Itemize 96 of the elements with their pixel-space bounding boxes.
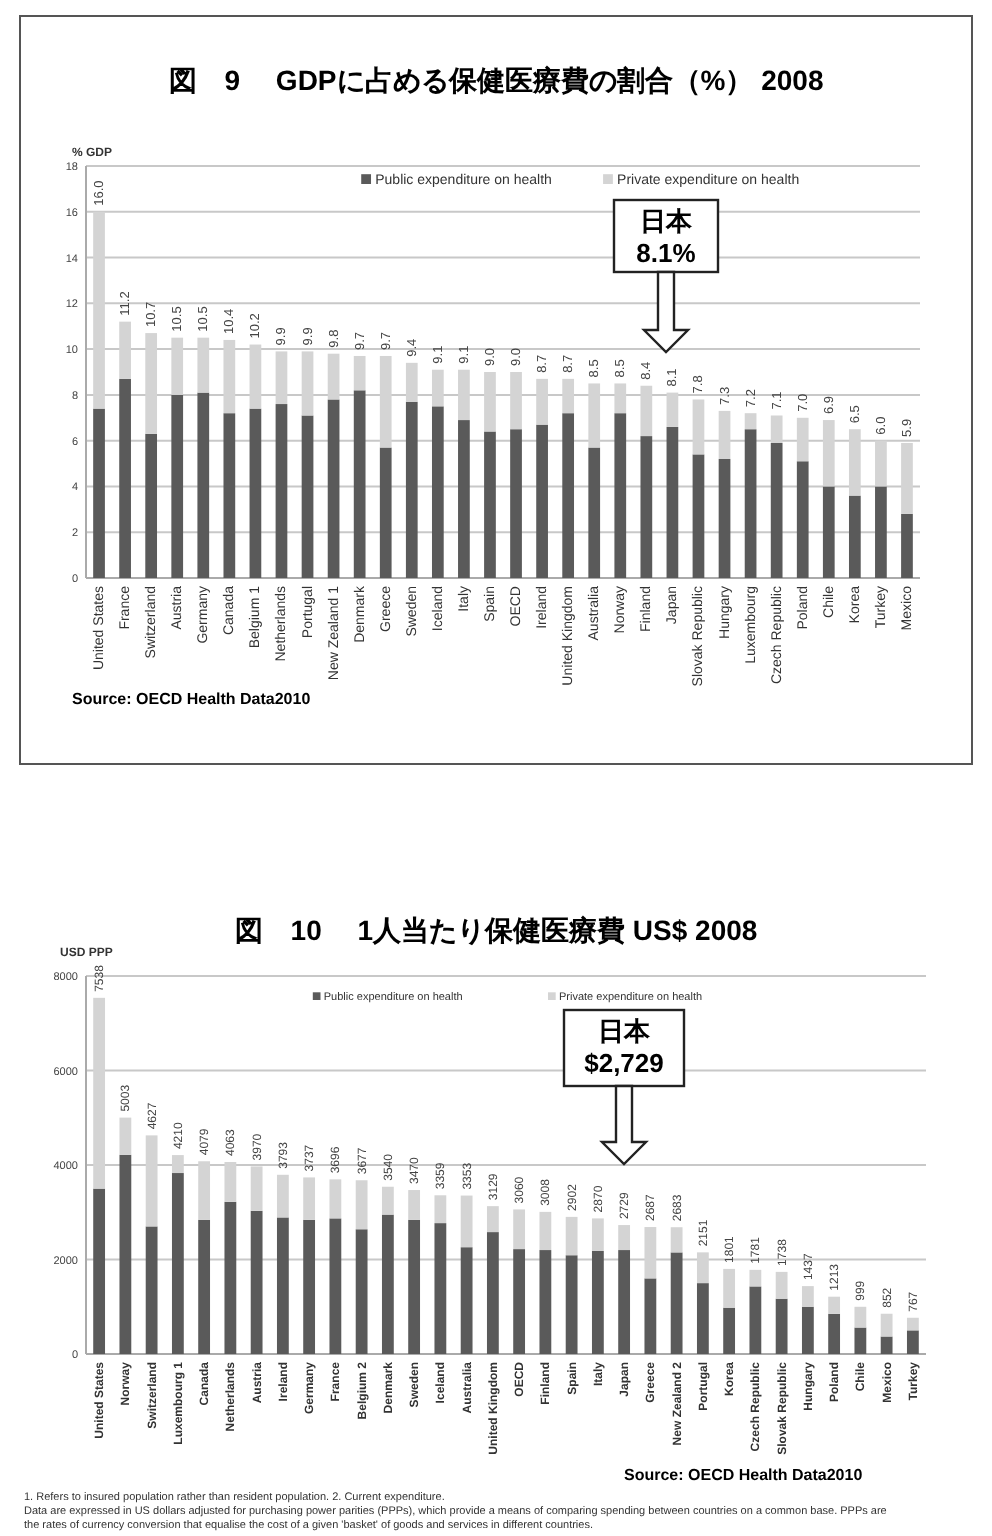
chart-title: 図 9 GDPに占める保健医療費の割合（%） 2008 <box>168 64 824 96</box>
bar <box>223 413 236 578</box>
bar <box>329 1179 342 1219</box>
bar <box>749 1269 762 1287</box>
bar <box>301 415 314 578</box>
bar <box>484 431 496 578</box>
bar <box>640 436 653 578</box>
bar <box>434 1223 447 1354</box>
bar <box>353 390 366 578</box>
bar <box>119 378 131 578</box>
bar <box>848 495 861 578</box>
bar <box>539 1250 552 1354</box>
bar <box>801 1306 814 1354</box>
bar <box>327 399 340 578</box>
bar <box>381 1186 394 1215</box>
bar <box>513 1249 526 1354</box>
bar <box>670 1227 683 1253</box>
bar <box>880 1313 893 1337</box>
bar <box>486 1232 499 1354</box>
bar <box>854 1306 867 1328</box>
bar <box>198 1219 211 1354</box>
bar <box>770 442 783 578</box>
bar <box>460 1247 473 1354</box>
bar <box>801 1286 814 1307</box>
bar <box>880 1336 893 1354</box>
bar <box>565 1216 578 1256</box>
bar <box>197 392 210 578</box>
bar <box>458 420 470 578</box>
bar <box>618 1250 631 1354</box>
bar <box>828 1313 841 1354</box>
bar <box>275 404 288 578</box>
bar <box>119 1117 132 1155</box>
bar <box>614 413 627 578</box>
bar <box>562 413 575 578</box>
bar <box>355 1180 368 1230</box>
bar <box>591 1250 604 1354</box>
bar <box>460 1195 473 1248</box>
chart-title: 図 10 1人当たり保健医療費 US$ 2008 <box>234 914 758 946</box>
bar <box>796 461 809 578</box>
bar <box>171 1173 184 1354</box>
bar <box>696 1283 709 1354</box>
bar <box>329 1218 342 1354</box>
bar <box>355 1229 368 1354</box>
annotation: 日本 $2,729 <box>584 1016 664 1078</box>
bar <box>434 1195 447 1224</box>
bar <box>93 408 105 578</box>
bar <box>875 486 887 578</box>
bar <box>513 1209 526 1250</box>
bar <box>644 1278 657 1354</box>
bar <box>591 1218 604 1251</box>
bar <box>901 513 913 578</box>
bar <box>405 401 418 578</box>
bar <box>588 447 601 578</box>
bar <box>723 1268 736 1308</box>
bar <box>303 1177 316 1220</box>
bar <box>249 408 262 578</box>
bar <box>303 1219 316 1354</box>
bar <box>510 429 522 578</box>
bar <box>618 1225 631 1251</box>
bar <box>854 1327 867 1354</box>
bar <box>906 1317 919 1331</box>
bar <box>486 1206 499 1233</box>
source-note: Source: OECD Health Data2010 <box>72 690 312 708</box>
bar <box>145 1226 158 1354</box>
bar <box>145 433 158 578</box>
bar <box>692 454 705 578</box>
bar <box>718 458 731 578</box>
bar <box>775 1298 788 1354</box>
source-note: Source: OECD Health Data2010 <box>624 1466 864 1484</box>
bar <box>353 355 366 391</box>
bar <box>822 486 835 578</box>
bar <box>276 1217 289 1354</box>
bar <box>828 1296 841 1314</box>
annotation: 日本 8.1% <box>636 206 697 268</box>
bar <box>250 1210 263 1354</box>
bar <box>744 413 757 430</box>
bar <box>666 426 679 578</box>
bar <box>224 1201 237 1354</box>
bar <box>775 1271 788 1299</box>
bar <box>93 1188 106 1354</box>
bar <box>536 424 548 578</box>
bar <box>276 1174 289 1218</box>
bar <box>906 1330 919 1354</box>
bar <box>670 1252 683 1354</box>
bar <box>539 1211 552 1251</box>
bar <box>744 429 757 578</box>
bar <box>171 394 184 578</box>
bar <box>723 1307 736 1354</box>
bar <box>431 406 444 578</box>
bar <box>749 1286 762 1354</box>
bar <box>408 1190 421 1220</box>
bar <box>381 1214 394 1354</box>
bar <box>119 1154 132 1354</box>
bar <box>565 1255 578 1354</box>
bar <box>379 447 392 578</box>
bar <box>408 1219 421 1354</box>
